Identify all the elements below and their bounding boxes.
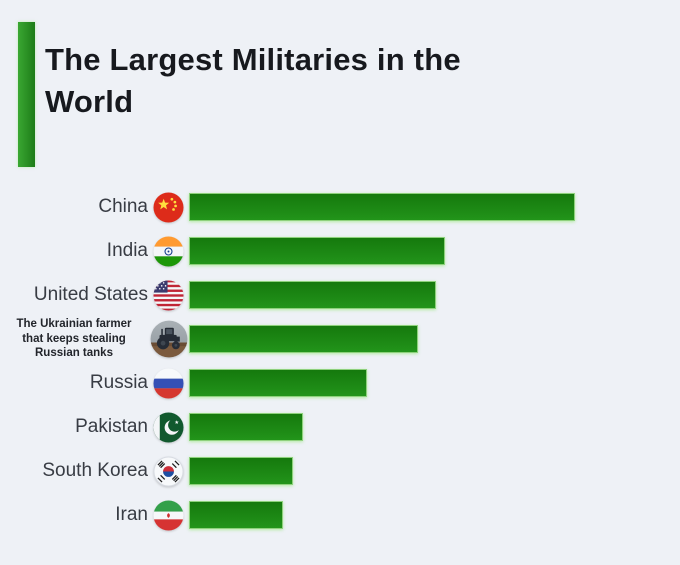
chart-row-ukrainian-farmer: The Ukrainian farmer that keeps stealing… bbox=[0, 317, 680, 361]
bar-track-ukrainian-farmer bbox=[189, 325, 575, 353]
bar-track-iran bbox=[189, 501, 575, 529]
bar-ukrainian-farmer bbox=[189, 325, 418, 353]
chart-row-south-korea: South Korea bbox=[0, 449, 680, 493]
bar-track-pakistan bbox=[189, 413, 575, 441]
south-korea-flag-icon bbox=[148, 455, 189, 487]
bar-track-united-states bbox=[189, 281, 575, 309]
chart-row-united-states: United States bbox=[0, 273, 680, 317]
row-label-india: India bbox=[106, 240, 148, 262]
row-label-ukrainian-farmer: The Ukrainian farmer that keeps stealing… bbox=[16, 317, 132, 360]
chart-row-russia: Russia bbox=[0, 361, 680, 405]
page-title: The Largest Militaries in the World bbox=[45, 41, 461, 119]
chart-row-china: China bbox=[0, 185, 680, 229]
bar-united-states bbox=[189, 281, 437, 309]
chart-row-pakistan: Pakistan bbox=[0, 405, 680, 449]
row-label-russia: Russia bbox=[89, 372, 148, 394]
bar-track-south-korea bbox=[189, 457, 575, 485]
bar-iran bbox=[189, 501, 284, 529]
bar-track-india bbox=[189, 237, 575, 265]
china-flag-icon bbox=[148, 191, 189, 223]
bar-south-korea bbox=[189, 457, 293, 485]
row-label-south-korea: South Korea bbox=[42, 460, 148, 482]
iran-flag-icon bbox=[148, 499, 189, 531]
india-flag-icon bbox=[148, 235, 189, 267]
row-label-united-states: United States bbox=[33, 284, 148, 306]
title-accent-bar bbox=[18, 22, 35, 167]
bar-russia bbox=[189, 369, 367, 397]
row-label-iran: Iran bbox=[115, 504, 148, 526]
bar-track-china bbox=[189, 193, 575, 221]
chart-row-india: India bbox=[0, 229, 680, 273]
ukrainian-farmer-tractor-photo bbox=[148, 320, 189, 358]
row-label-pakistan: Pakistan bbox=[75, 416, 148, 438]
bar-china bbox=[189, 193, 575, 221]
us-flag-icon bbox=[148, 279, 189, 311]
bar-india bbox=[189, 237, 445, 265]
pakistan-flag-icon bbox=[148, 411, 189, 443]
bar-track-russia bbox=[189, 369, 575, 397]
chart-row-iran: Iran bbox=[0, 493, 680, 537]
russia-flag-icon bbox=[148, 367, 189, 399]
bar-chart: China India United States The Ukrainian far… bbox=[0, 185, 680, 537]
bar-pakistan bbox=[189, 413, 303, 441]
row-label-china: China bbox=[98, 196, 148, 218]
